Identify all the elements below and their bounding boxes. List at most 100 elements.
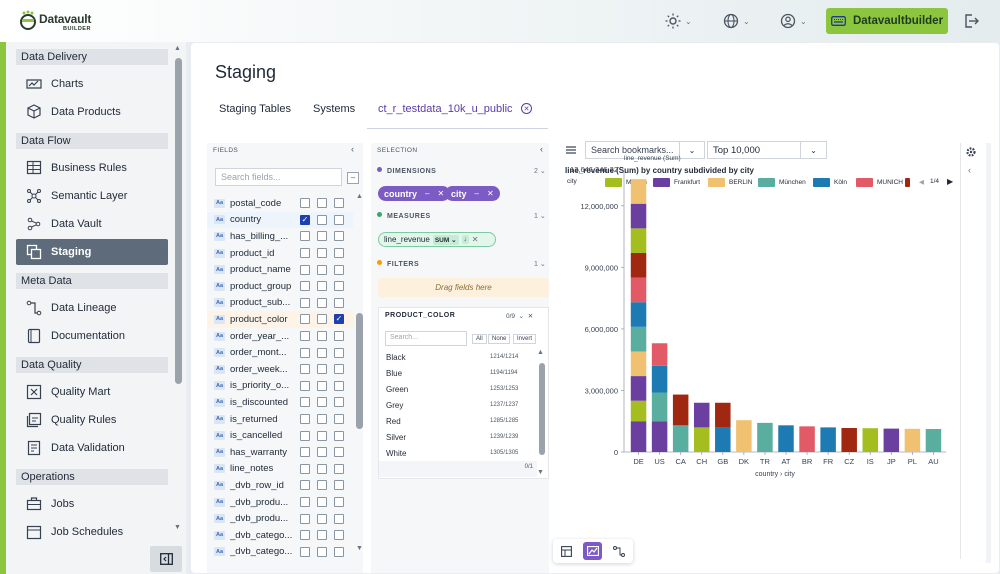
field-row[interactable]: Aa _dvb_catego...: [207, 527, 353, 544]
bar-segment-us[interactable]: [651, 343, 668, 366]
fields-scroll-thumb[interactable]: [356, 313, 363, 429]
measure-checkbox[interactable]: [317, 314, 327, 325]
sidebar-scroll-thumb[interactable]: [175, 58, 182, 384]
bar-segment-de[interactable]: [630, 179, 647, 204]
filter-checkbox[interactable]: [334, 430, 344, 441]
measure-checkbox[interactable]: [317, 264, 327, 275]
dimension-checkbox[interactable]: [300, 281, 310, 292]
filter-checkbox[interactable]: [334, 397, 344, 408]
bar-segment-us[interactable]: [651, 421, 668, 452]
scroll-up-icon[interactable]: ▲: [174, 45, 181, 52]
bar-segment-de[interactable]: [630, 252, 647, 278]
sidebar-item-charts[interactable]: Charts: [16, 71, 168, 97]
bar-segment-de[interactable]: [630, 376, 647, 401]
filter-invert-button[interactable]: Invert: [513, 334, 537, 344]
sidebar-item-data-lineage[interactable]: Data Lineage: [16, 295, 168, 321]
sidebar-item-quality-mart[interactable]: Quality Mart: [16, 379, 168, 405]
scroll-down-icon[interactable]: ▼: [174, 524, 181, 531]
dimension-checkbox[interactable]: [300, 248, 310, 259]
field-row[interactable]: Aa country ✓: [207, 211, 353, 229]
measure-checkbox[interactable]: [317, 430, 327, 441]
measure-checkbox[interactable]: [317, 347, 327, 358]
field-row[interactable]: Aa product_name: [207, 261, 353, 278]
filter-checkbox[interactable]: [334, 281, 344, 292]
field-row[interactable]: Aa product_color ✓: [207, 311, 353, 328]
dimension-checkbox[interactable]: ✓: [300, 214, 310, 225]
field-row[interactable]: Aa has_warranty: [207, 444, 353, 461]
measure-checkbox[interactable]: [317, 546, 327, 557]
bar-segment-jp[interactable]: [883, 428, 900, 452]
filters-drop-zone[interactable]: Drag fields here: [378, 278, 549, 297]
bar-segment-ch[interactable]: [693, 427, 710, 452]
dimension-checkbox[interactable]: [300, 530, 310, 541]
bar-segment-br[interactable]: [799, 426, 815, 452]
bar-segment-de[interactable]: [630, 277, 647, 303]
bar-segment-de[interactable]: [630, 203, 647, 229]
measure-checkbox[interactable]: [317, 364, 327, 375]
logout-icon[interactable]: [963, 13, 979, 29]
filter-checkbox[interactable]: [334, 198, 344, 209]
dimension-checkbox[interactable]: [300, 414, 310, 425]
tab-staging-tables[interactable]: Staging Tables: [219, 103, 291, 115]
bar-segment-at[interactable]: [778, 425, 794, 452]
filter-value-option[interactable]: Blue: [386, 369, 403, 378]
sidebar-item-business-rules[interactable]: Business Rules: [16, 155, 168, 181]
filter-checkbox[interactable]: [334, 380, 344, 391]
sidebar-item-jobs[interactable]: Jobs: [16, 491, 168, 517]
measure-checkbox[interactable]: [317, 198, 327, 209]
filter-checkbox[interactable]: [334, 530, 344, 541]
dimension-checkbox[interactable]: [300, 198, 310, 209]
dimension-checkbox[interactable]: [300, 314, 310, 325]
language-menu[interactable]: ⌄: [723, 12, 750, 30]
filter-value-option[interactable]: Black: [386, 353, 406, 362]
share-view-button[interactable]: [609, 542, 628, 560]
main-scrollbar[interactable]: [986, 143, 991, 563]
filter-value-option[interactable]: Silver: [386, 433, 407, 442]
filter-checkbox[interactable]: [334, 414, 344, 425]
legend-item[interactable]: Köln: [813, 178, 847, 187]
bar-segment-de[interactable]: [630, 421, 647, 452]
filter-none-button[interactable]: None: [488, 334, 511, 344]
filter-value-option[interactable]: Green: [386, 385, 409, 394]
user-menu[interactable]: ⌄: [780, 12, 807, 30]
dimension-checkbox[interactable]: [300, 331, 310, 342]
bar-segment-gb[interactable]: [715, 402, 731, 428]
measure-checkbox[interactable]: [317, 480, 327, 491]
filter-checkbox[interactable]: ✓: [334, 314, 344, 325]
tab-systems[interactable]: Systems: [313, 103, 356, 115]
legend-prev-icon[interactable]: ◀: [919, 179, 924, 186]
legend-item[interactable]: Frankfurt: [653, 178, 700, 187]
fields-scroll-down-icon[interactable]: ▼: [356, 545, 363, 552]
measure-checkbox[interactable]: [317, 248, 327, 259]
field-row[interactable]: Aa _dvb_produ...: [207, 510, 353, 527]
filter-scroll-up-icon[interactable]: ▲: [537, 349, 544, 356]
measure-checkbox[interactable]: [317, 447, 327, 458]
bar-segment-au[interactable]: [925, 429, 942, 452]
sidebar-item-data-vault[interactable]: Data Vault: [16, 211, 168, 237]
legend-item[interactable]: München: [758, 178, 806, 187]
sort-toggle[interactable]: ↓: [461, 235, 469, 244]
dimension-pill-city[interactable]: city – ✕: [445, 186, 500, 201]
legend-item[interactable]: MUNICH: [856, 178, 903, 187]
bar-segment-de[interactable]: [630, 302, 647, 327]
measure-checkbox[interactable]: [317, 380, 327, 391]
bar-segment-tr[interactable]: [757, 422, 773, 452]
collapse-fields-icon[interactable]: ‹: [351, 144, 355, 154]
fields-collapse-all-icon[interactable]: –: [347, 172, 359, 184]
filter-checkbox[interactable]: [334, 347, 344, 358]
bar-segment-cz[interactable]: [841, 427, 857, 452]
dimension-checkbox[interactable]: [300, 380, 310, 391]
measure-checkbox[interactable]: [317, 214, 327, 225]
remove-icon[interactable]: ✕: [471, 235, 479, 244]
bar-segment-de[interactable]: [630, 351, 647, 377]
measure-checkbox[interactable]: [317, 297, 327, 308]
chart-view-button[interactable]: [583, 542, 602, 560]
sidebar-item-documentation[interactable]: Documentation: [16, 323, 168, 349]
fields-scroll-up-icon[interactable]: ▲: [356, 193, 363, 200]
sidebar-item-quality-rules[interactable]: Quality Rules: [16, 407, 168, 433]
dimension-checkbox[interactable]: [300, 463, 310, 474]
bar-segment-ca[interactable]: [672, 425, 689, 452]
filter-checkbox[interactable]: [334, 513, 344, 524]
chevron-down-icon[interactable]: ⌄: [800, 141, 826, 159]
measure-checkbox[interactable]: [317, 530, 327, 541]
